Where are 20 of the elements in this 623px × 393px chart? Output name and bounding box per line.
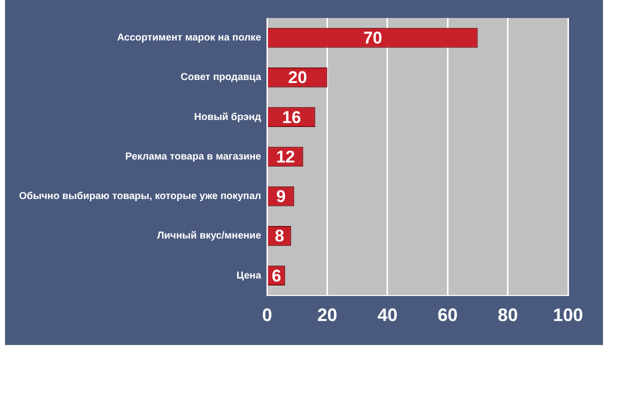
data-label: 9	[276, 187, 286, 206]
y-tick-label: Совет продавца	[180, 72, 262, 84]
y-tick-label: Новый брэнд	[194, 112, 262, 123]
data-label: 20	[288, 68, 308, 88]
data-label: 16	[282, 108, 302, 127]
y-tick-label: Ассортимент марок на полке	[117, 32, 262, 44]
x-tick-label: 0	[262, 305, 272, 326]
x-tick-label: 60	[438, 305, 458, 326]
data-label: 6	[272, 266, 282, 286]
x-tick-label: 40	[377, 305, 398, 326]
data-label: 8	[274, 226, 284, 246]
y-tick-label: Цена	[236, 270, 262, 282]
data-label: 70	[363, 28, 382, 48]
x-tick-label: 80	[498, 305, 518, 326]
x-tick-label: 100	[552, 305, 584, 326]
y-tick-label: Личный вкус/мнение	[157, 230, 262, 242]
y-tick-label: Реклама товара в магазине	[125, 151, 262, 162]
x-tick-label: 20	[317, 305, 338, 326]
data-label: 12	[276, 147, 296, 166]
y-tick-label: Обычно выбираю товары, которые уже покупал	[18, 191, 262, 202]
